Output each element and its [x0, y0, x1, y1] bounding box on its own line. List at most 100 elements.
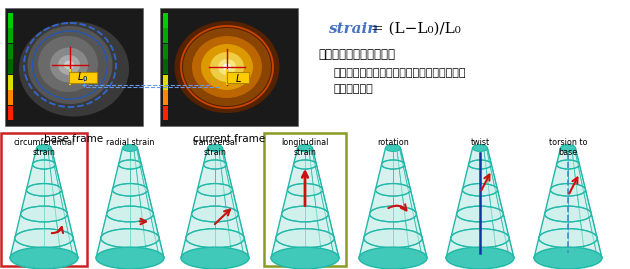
- Ellipse shape: [469, 160, 491, 169]
- Ellipse shape: [544, 206, 592, 222]
- Text: torsion to
base: torsion to base: [549, 138, 587, 157]
- Text: transversal
strain: transversal strain: [192, 138, 238, 157]
- Ellipse shape: [539, 229, 597, 248]
- Ellipse shape: [223, 63, 231, 70]
- Ellipse shape: [556, 160, 580, 169]
- Ellipse shape: [276, 229, 335, 248]
- Ellipse shape: [287, 183, 323, 196]
- Bar: [264, 133, 346, 266]
- Ellipse shape: [534, 247, 602, 269]
- Ellipse shape: [276, 229, 335, 248]
- Ellipse shape: [544, 206, 592, 222]
- Ellipse shape: [112, 183, 147, 196]
- Ellipse shape: [101, 229, 159, 248]
- Ellipse shape: [386, 145, 401, 151]
- Polygon shape: [181, 148, 249, 258]
- Ellipse shape: [186, 229, 244, 248]
- Ellipse shape: [192, 206, 238, 222]
- Bar: [163, 29, 168, 43]
- Ellipse shape: [451, 229, 509, 248]
- Ellipse shape: [10, 247, 78, 269]
- Ellipse shape: [183, 28, 271, 106]
- Ellipse shape: [561, 145, 575, 151]
- Ellipse shape: [469, 160, 491, 169]
- Text: longitudinal
strain: longitudinal strain: [282, 138, 329, 157]
- Ellipse shape: [181, 247, 249, 269]
- Text: セグメントごとに算出されたストレイン値を: セグメントごとに算出されたストレイン値を: [334, 68, 466, 78]
- Ellipse shape: [375, 183, 411, 196]
- Ellipse shape: [271, 247, 339, 269]
- Text: strain: strain: [328, 22, 379, 36]
- Ellipse shape: [539, 229, 597, 248]
- Ellipse shape: [58, 55, 80, 75]
- Ellipse shape: [118, 160, 142, 169]
- Bar: [69, 72, 97, 83]
- Ellipse shape: [556, 160, 580, 169]
- Ellipse shape: [192, 36, 262, 98]
- Bar: [5, 8, 143, 126]
- Ellipse shape: [14, 229, 73, 248]
- Ellipse shape: [106, 206, 153, 222]
- Ellipse shape: [19, 22, 129, 116]
- Polygon shape: [10, 148, 78, 258]
- Bar: [163, 90, 168, 105]
- Bar: [8, 75, 13, 90]
- Ellipse shape: [101, 229, 159, 248]
- Ellipse shape: [201, 44, 253, 90]
- Ellipse shape: [451, 229, 509, 248]
- Ellipse shape: [33, 160, 55, 169]
- Ellipse shape: [370, 206, 416, 222]
- Ellipse shape: [207, 145, 222, 151]
- Text: $L_0$: $L_0$: [77, 70, 89, 84]
- Ellipse shape: [192, 206, 238, 222]
- Ellipse shape: [186, 229, 244, 248]
- Bar: [163, 44, 168, 59]
- Text: $L$: $L$: [234, 72, 241, 83]
- Polygon shape: [359, 148, 427, 258]
- Ellipse shape: [197, 183, 232, 196]
- Polygon shape: [271, 148, 339, 258]
- Bar: [163, 13, 168, 28]
- Ellipse shape: [118, 160, 142, 169]
- Ellipse shape: [21, 206, 67, 222]
- Ellipse shape: [64, 61, 74, 69]
- Ellipse shape: [382, 160, 404, 169]
- Ellipse shape: [175, 21, 280, 113]
- Ellipse shape: [203, 160, 226, 169]
- Ellipse shape: [359, 247, 427, 269]
- Bar: [8, 44, 13, 59]
- Ellipse shape: [282, 206, 328, 222]
- Text: circumferential
strain: circumferential strain: [13, 138, 74, 157]
- Bar: [163, 59, 168, 74]
- Text: current frame: current frame: [193, 134, 265, 144]
- Text: radial strain: radial strain: [106, 138, 154, 147]
- Ellipse shape: [297, 145, 312, 151]
- Polygon shape: [534, 148, 602, 258]
- Bar: [163, 75, 168, 90]
- Bar: [8, 105, 13, 121]
- Ellipse shape: [106, 206, 153, 222]
- Ellipse shape: [294, 160, 316, 169]
- Ellipse shape: [446, 247, 514, 269]
- Bar: [1, 133, 87, 266]
- Ellipse shape: [370, 206, 416, 222]
- Ellipse shape: [26, 183, 62, 196]
- Ellipse shape: [14, 229, 73, 248]
- Ellipse shape: [364, 229, 422, 248]
- Ellipse shape: [457, 206, 503, 222]
- Ellipse shape: [37, 145, 52, 151]
- Ellipse shape: [38, 36, 98, 92]
- Ellipse shape: [210, 52, 244, 82]
- Ellipse shape: [21, 206, 67, 222]
- Text: twist: twist: [471, 138, 490, 147]
- Polygon shape: [446, 148, 514, 258]
- Bar: [8, 90, 13, 105]
- Ellipse shape: [218, 59, 236, 75]
- Ellipse shape: [282, 206, 328, 222]
- Ellipse shape: [112, 183, 147, 196]
- Ellipse shape: [551, 183, 585, 196]
- Bar: [8, 29, 13, 43]
- Text: rotation: rotation: [377, 138, 409, 147]
- Ellipse shape: [96, 247, 164, 269]
- Ellipse shape: [382, 160, 404, 169]
